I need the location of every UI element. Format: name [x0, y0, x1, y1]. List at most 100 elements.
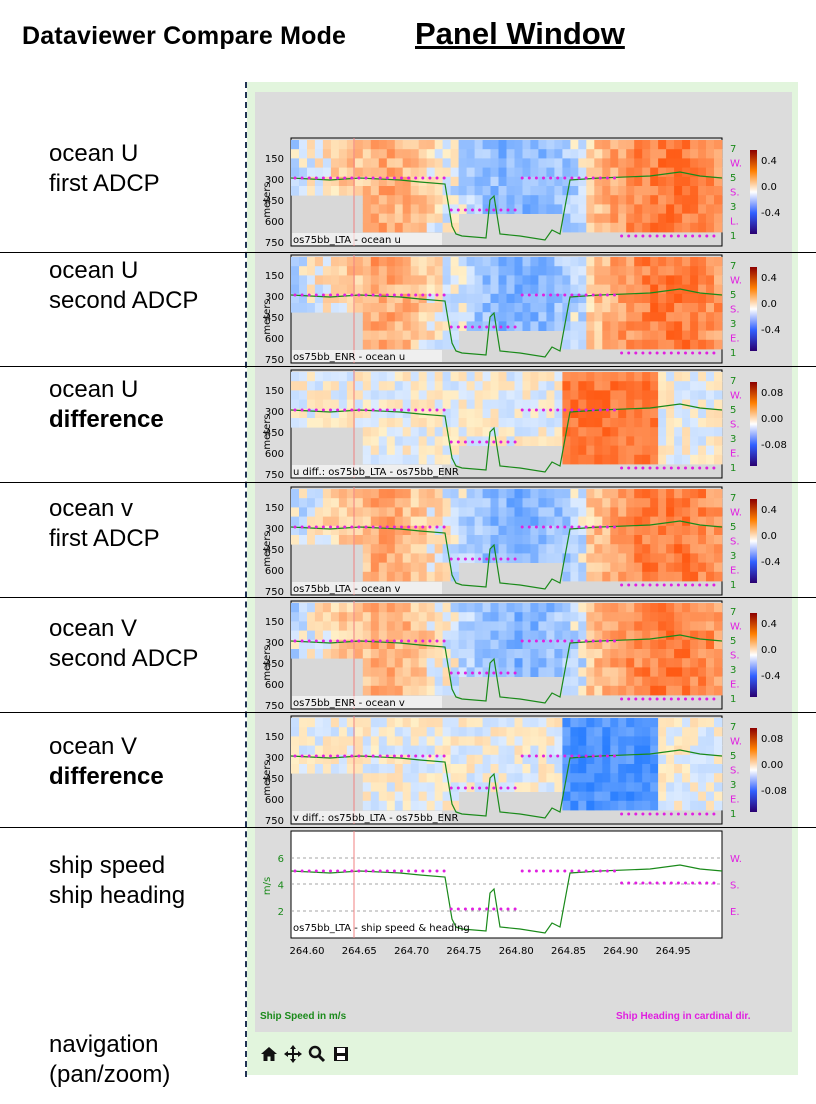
heading-point [712, 881, 716, 885]
depth-tick-label: 150 [265, 271, 284, 282]
heading-point [400, 754, 403, 758]
depth-tick-label: 750 [265, 355, 284, 366]
heading-point [520, 639, 524, 643]
heading-point [662, 697, 666, 701]
heading-point [556, 408, 560, 412]
heading-point [613, 293, 616, 297]
row-separator [0, 712, 816, 713]
heading-point [314, 176, 318, 180]
heading-point [307, 293, 311, 297]
heading-point [478, 208, 482, 212]
heading-point [293, 754, 297, 758]
right-axis-tick: 5 [730, 636, 736, 647]
data-panel[interactable]: os75bb_ENR - ocean v 150 300 450 600 750 meter… [262, 600, 781, 712]
heading-point [705, 812, 709, 816]
save-icon[interactable] [332, 1045, 350, 1063]
document-subtitle: Panel Window [415, 16, 625, 51]
heading-point [428, 639, 432, 643]
heading-point [492, 557, 496, 561]
x-tick-label: 264.90 [603, 946, 638, 957]
data-panel[interactable]: v diff.: os75bb_LTA - os75bb_ENR 150 300 45… [262, 715, 787, 827]
heading-point [336, 293, 340, 297]
home-icon[interactable] [260, 1045, 278, 1063]
heading-point [293, 869, 297, 873]
heading-point [620, 351, 624, 355]
heading-point [542, 869, 545, 873]
right-axis-tick: 5 [730, 751, 736, 762]
data-panel[interactable]: os75bb_LTA - ocean v 150 300 450 600 750 meter… [262, 486, 781, 598]
heading-point [641, 351, 645, 355]
heading-point [620, 881, 624, 885]
heading-point [314, 639, 318, 643]
heading-point [691, 466, 695, 470]
heading-point [648, 466, 652, 470]
panel-caption: os75bb_LTA - ocean v [293, 584, 400, 595]
heading-point [669, 697, 673, 701]
heading-point [407, 754, 411, 758]
heading-point [662, 583, 666, 587]
heading-point [364, 525, 368, 529]
heading-point [449, 786, 453, 790]
heading-point [549, 869, 553, 873]
x-tick-label: 264.85 [551, 946, 586, 957]
x-tick-label: 264.75 [446, 946, 481, 957]
heading-point [712, 583, 716, 587]
colorbar-tick: 0.4 [761, 505, 777, 516]
heading-point [364, 639, 368, 643]
heading-point [577, 525, 581, 529]
heading-point [584, 754, 588, 758]
data-panel[interactable]: os75bb_LTA - ocean u 150 300 450 600 750 meter… [262, 137, 781, 249]
zoom-icon[interactable] [308, 1045, 326, 1063]
colorbar [750, 499, 757, 583]
heading-point [570, 525, 574, 529]
depth-axis-label: meters [262, 760, 273, 795]
colorbar-tick: -0.4 [761, 208, 781, 219]
heading-point [314, 293, 318, 297]
heading-point [691, 583, 695, 587]
heading-point [705, 881, 709, 885]
heading-point [577, 176, 581, 180]
heading-point [627, 234, 631, 238]
heading-point [442, 293, 446, 297]
heading-point [684, 812, 687, 816]
depth-axis-label: meters [262, 299, 273, 334]
speed-panel-label-line2: ship heading [49, 882, 186, 909]
heading-point [442, 525, 446, 529]
pan-icon[interactable] [284, 1045, 302, 1063]
heading-point [392, 176, 396, 180]
heading-point [591, 293, 595, 297]
x-tick-label: 264.70 [394, 946, 429, 957]
heading-point [570, 176, 574, 180]
heading-point [336, 869, 340, 873]
heading-point [321, 525, 325, 529]
right-axis-tick: 7 [730, 493, 736, 504]
heading-point [684, 697, 687, 701]
data-panel[interactable]: u diff.: os75bb_LTA - os75bb_ENR 150 300 45… [262, 369, 787, 481]
colorbar-tick: 0.4 [761, 619, 777, 630]
heading-point [605, 754, 609, 758]
heading-point [307, 754, 311, 758]
data-panel[interactable]: os75bb_ENR - ocean u 150 300 450 600 750 meter… [262, 254, 781, 366]
right-axis-tick: 7 [730, 376, 736, 387]
right-axis-tick: W. [730, 737, 742, 748]
speed-panel[interactable]: os75bb_LTA - ship speed & heading 6 4 2 m/s W… [262, 830, 742, 957]
depth-tick-label: 450 [265, 659, 284, 670]
heading-point [712, 466, 716, 470]
depth-tick-label: 450 [265, 196, 284, 207]
heading-point [421, 639, 425, 643]
right-axis-tick: S. [730, 537, 740, 548]
heading-point [414, 639, 418, 643]
speed-plot-area[interactable] [290, 830, 723, 939]
heading-point [627, 881, 631, 885]
heading-point [549, 293, 553, 297]
colorbar-tick: 0.08 [761, 734, 783, 745]
heading-point [300, 639, 304, 643]
heading-point [471, 440, 474, 444]
heading-point [456, 907, 460, 911]
heading-point [364, 754, 368, 758]
panel-label-line1: ocean V [49, 615, 138, 642]
colorbar [750, 150, 757, 234]
heading-point [378, 293, 382, 297]
colorbar [750, 613, 757, 697]
